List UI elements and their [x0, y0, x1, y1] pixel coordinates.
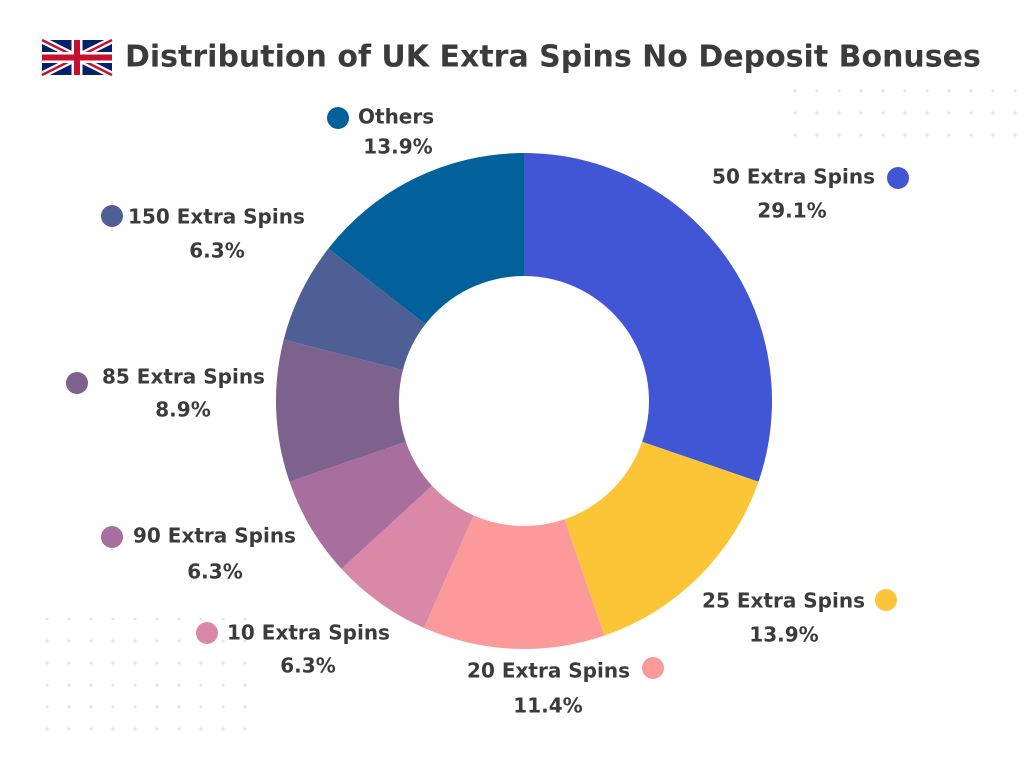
slice [289, 441, 433, 569]
legend-dot [66, 372, 88, 394]
legend-label: 85 Extra Spins [102, 365, 265, 389]
slice [328, 153, 524, 325]
slice [524, 153, 772, 482]
value-label: 13.9% [363, 135, 432, 159]
legend-dot [875, 589, 897, 611]
legend-dot [887, 167, 909, 189]
legend-dot [642, 657, 664, 679]
legend-dot [101, 205, 123, 227]
value-label: 29.1% [757, 199, 826, 223]
legend-label: 50 Extra Spins [712, 165, 875, 189]
value-label: 13.9% [749, 623, 818, 647]
legend-label: 150 Extra Spins [128, 205, 305, 229]
legend-dot [101, 526, 123, 548]
dot-pattern [775, 80, 1024, 155]
chart-title: Distribution of UK Extra Spins No Deposi… [125, 40, 981, 75]
value-label: 11.4% [513, 694, 582, 718]
slice [283, 248, 426, 371]
legend-label: 10 Extra Spins [227, 621, 390, 645]
slice [423, 515, 605, 649]
slice [275, 339, 406, 482]
value-label: 8.9% [155, 398, 210, 422]
legend-label: Others [358, 105, 434, 129]
legend-dot [196, 622, 218, 644]
uk-flag [40, 36, 114, 79]
legend-dot [327, 107, 349, 129]
value-label: 6.3% [280, 654, 335, 678]
value-label: 6.3% [189, 239, 244, 263]
value-label: 6.3% [187, 560, 242, 584]
legend-label: 90 Extra Spins [133, 524, 296, 548]
slice [341, 485, 474, 628]
legend-label: 20 Extra Spins [467, 659, 630, 683]
legend-label: 25 Extra Spins [702, 589, 865, 613]
slice [564, 441, 759, 636]
